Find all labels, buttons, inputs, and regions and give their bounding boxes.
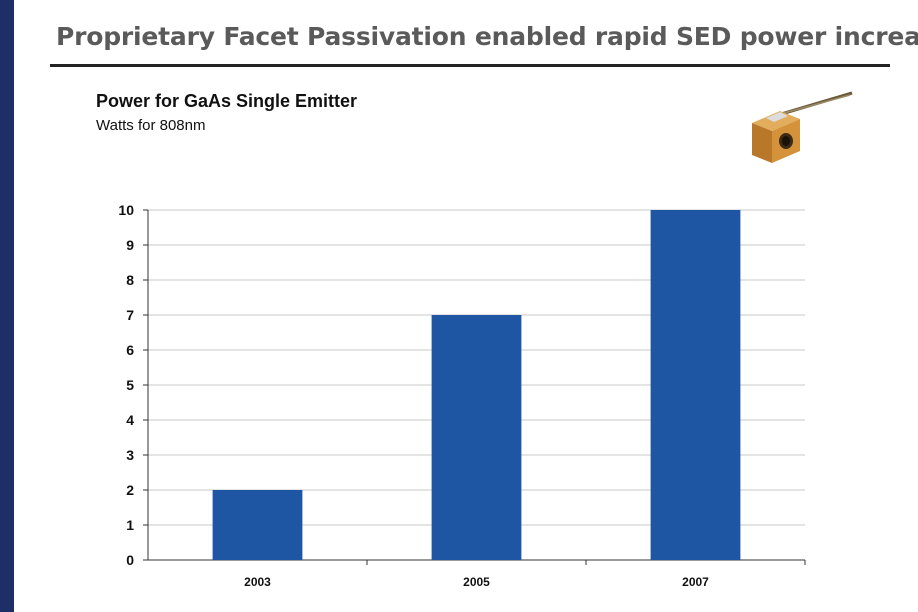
laser-diode-module-icon [752,91,853,163]
bar-2007 [650,210,741,560]
y-tick-label: 6 [126,342,134,358]
bar-2005 [431,315,522,560]
y-tick-label: 1 [126,517,134,533]
y-tick-label: 9 [126,237,134,253]
x-tick-label: 2005 [463,575,490,589]
chart-subtitle: Watts for 808nm [96,117,206,134]
y-tick-label: 3 [126,447,134,463]
x-tick-label: 2007 [682,575,709,589]
x-tick-label: 2003 [244,575,271,589]
bar-2003 [212,490,303,560]
y-tick-label: 10 [118,202,134,218]
chart-title: Power for GaAs Single Emitter [96,91,358,111]
y-tick-label: 0 [126,552,134,568]
slide-accent-bar [0,0,14,612]
slide-title: Proprietary Facet Passivation enabled ra… [56,22,918,51]
y-tick-label: 8 [126,272,134,288]
y-tick-label: 2 [126,482,134,498]
title-divider [50,64,890,67]
y-tick-label: 5 [126,377,134,393]
y-tick-label: 7 [126,307,134,323]
y-tick-label: 4 [126,412,134,428]
